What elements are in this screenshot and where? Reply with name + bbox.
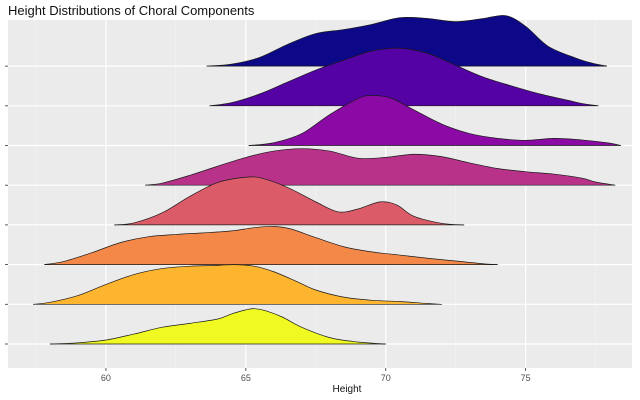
ridge-outline-3 xyxy=(114,176,465,226)
ridge-fill-1 xyxy=(33,264,442,305)
x-axis-title: Height xyxy=(333,384,362,395)
chart-title: Height Distributions of Choral Component… xyxy=(8,3,255,18)
ridge-fill-0 xyxy=(49,308,386,344)
ridge-fill-6 xyxy=(209,48,599,106)
ridge-fill-5 xyxy=(248,95,621,146)
x-tick-label: 65 xyxy=(241,373,251,383)
ridge-outline-0 xyxy=(49,308,386,345)
x-ticks: 60 65 70 75 xyxy=(101,368,531,383)
ridge-outline-2 xyxy=(44,226,498,265)
ridge-outline-1 xyxy=(33,264,442,305)
ridge-fill-7 xyxy=(206,15,607,67)
y-ticks xyxy=(5,65,8,345)
ridge-outline-7 xyxy=(206,15,607,67)
x-tick-label: 70 xyxy=(381,373,391,383)
ridge-fill-3 xyxy=(114,176,465,225)
ridge-outline-6 xyxy=(209,47,599,107)
ridge-outline-5 xyxy=(248,95,621,146)
x-tick-label: 60 xyxy=(101,373,111,383)
ridges xyxy=(33,15,621,345)
x-tick-label: 75 xyxy=(521,373,531,383)
ridge-outline-4 xyxy=(145,148,616,186)
ridge-fill-4 xyxy=(145,148,616,186)
